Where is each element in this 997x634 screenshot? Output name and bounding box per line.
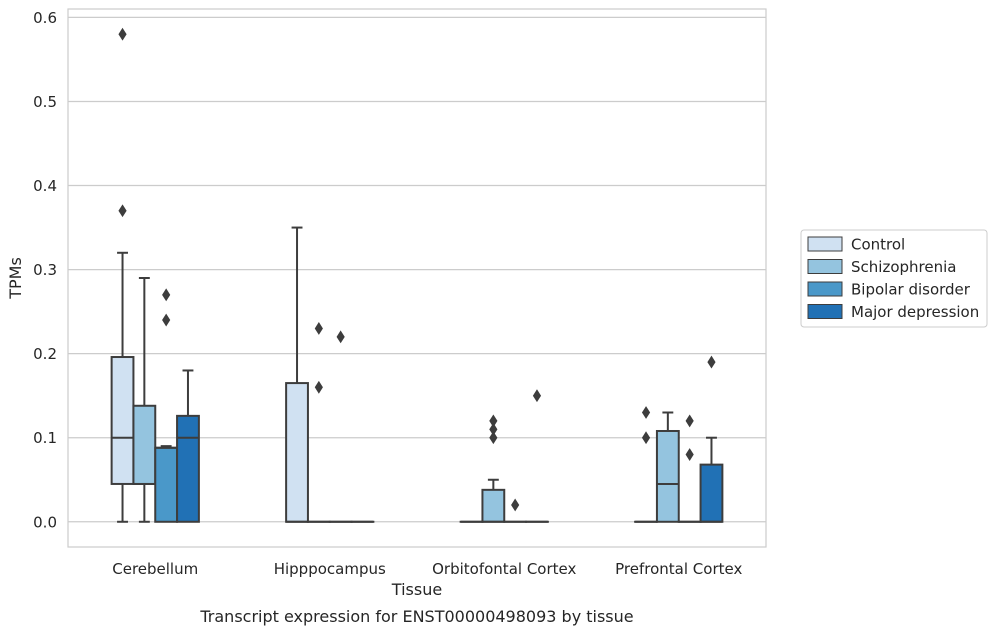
- box-1-0: [285, 226, 309, 523]
- outlier-point: [489, 431, 498, 445]
- legend-swatch: [807, 259, 843, 274]
- outlier-point: [162, 288, 171, 302]
- box-2-1: [481, 414, 506, 523]
- box-1-2: [328, 330, 353, 523]
- box-1-1: [306, 322, 331, 523]
- box-0-1: [132, 277, 157, 523]
- box-body: [481, 488, 506, 523]
- box-body: [132, 404, 157, 485]
- outlier-point: [685, 448, 694, 461]
- outlier-point: [707, 355, 716, 369]
- legend-swatch: [807, 236, 843, 252]
- legend-swatch: [807, 281, 843, 297]
- y-tick-label: 0.0: [33, 513, 57, 531]
- box-body: [699, 463, 724, 523]
- outlier-point: [162, 313, 171, 327]
- legend-label: Control: [851, 236, 905, 254]
- outlier-point: [118, 204, 127, 218]
- outlier-point: [314, 380, 323, 394]
- legend-label: Bipolar disorder: [851, 281, 971, 299]
- outlier-point: [641, 406, 651, 419]
- box-2-2: [503, 498, 528, 523]
- box-2-3: [525, 389, 549, 523]
- legend-label: Schizophrenia: [851, 258, 956, 276]
- plot-frame: [67, 8, 767, 548]
- y-tick-label: 0.6: [33, 9, 57, 27]
- box-body: [154, 446, 179, 523]
- y-tick-label: 0.4: [33, 177, 57, 195]
- outlier-point: [314, 322, 323, 335]
- box-3-3: [699, 355, 724, 523]
- box-body: [285, 382, 309, 523]
- outlier-point: [118, 27, 127, 41]
- y-tick-label: 0.3: [33, 261, 57, 279]
- box-series: [110, 27, 724, 523]
- box-body: [110, 356, 135, 485]
- x-tick-label: Hipppocampus: [274, 560, 386, 578]
- legend: Control Schizophrenia Bipolar disorder Majo…: [800, 229, 988, 328]
- x-tick-label: Cerebellum: [112, 560, 198, 578]
- box-body: [176, 414, 200, 523]
- outlier-point: [532, 389, 542, 403]
- box-3-0: [634, 406, 658, 523]
- x-tick-labels: Cerebellum Hipppocampus Orbitofontal Corte…: [112, 560, 742, 578]
- outlier-point: [511, 498, 520, 512]
- y-tick-labels: 0.0 0.1 0.2 0.3 0.4 0.5 0.6: [33, 9, 57, 531]
- outlier-point: [685, 414, 694, 428]
- box-0-2: [154, 288, 179, 523]
- box-0-3: [176, 369, 200, 523]
- x-tick-label: Prefrontal Cortex: [615, 560, 742, 578]
- x-tick-label: Orbitofontal Cortex: [432, 560, 576, 578]
- y-tick-label: 0.1: [33, 429, 57, 447]
- box-body: [655, 429, 680, 523]
- box-0-0: [110, 27, 135, 523]
- y-axis-label: TPMs: [6, 257, 25, 300]
- outlier-point: [641, 431, 651, 445]
- legend-swatch: [807, 304, 843, 319]
- y-tick-label: 0.5: [33, 93, 57, 111]
- chart-caption: Transcript expression for ENST0000049809…: [199, 607, 633, 626]
- box-3-2: [677, 414, 702, 523]
- y-tick-label: 0.2: [33, 345, 57, 363]
- x-axis-label: Tissue: [391, 580, 442, 599]
- legend-label: Major depression: [851, 303, 979, 321]
- box-3-1: [655, 411, 680, 523]
- legend-frame: [800, 229, 988, 328]
- outlier-point: [336, 330, 345, 344]
